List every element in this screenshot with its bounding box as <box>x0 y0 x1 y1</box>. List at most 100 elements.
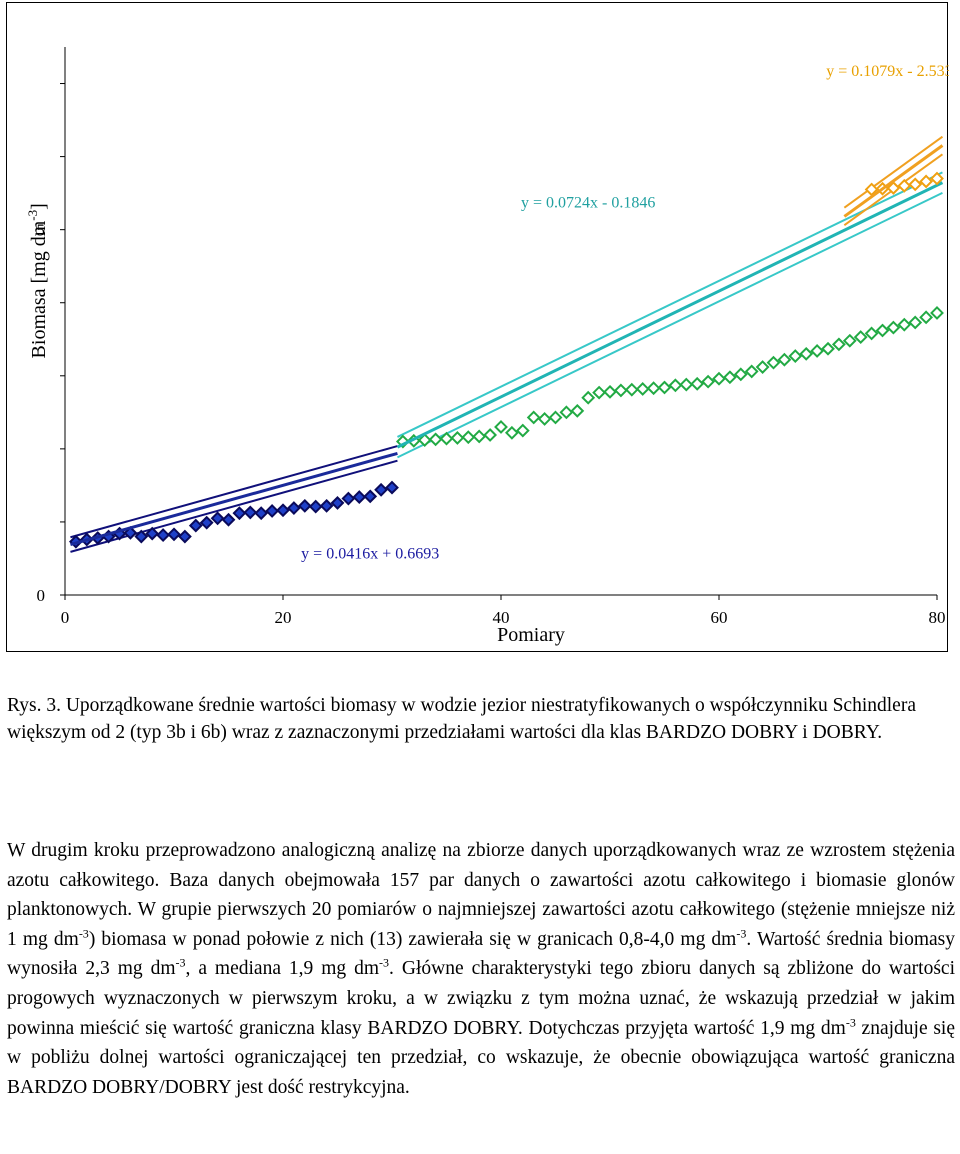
trend-line <box>70 451 398 547</box>
data-point <box>450 430 465 445</box>
x-tick-label: 60 <box>711 608 728 627</box>
x-axis-title: Pomiary <box>497 624 565 646</box>
lower-bound-line <box>397 191 943 459</box>
unit-exponent: -3 <box>175 955 186 970</box>
data-point <box>930 171 944 186</box>
trend-equation: y = 0.0724x - 0.1846 <box>521 195 655 212</box>
body-paragraph: W drugim kroku przeprowadzono analogiczn… <box>7 836 955 1102</box>
data-point <box>613 383 628 398</box>
data-point <box>886 320 901 335</box>
data-point <box>886 181 901 195</box>
upper-bound-line <box>397 171 943 438</box>
data-point <box>733 367 748 382</box>
y-tick-label: 0 <box>37 586 46 605</box>
data-point <box>875 323 890 338</box>
data-point <box>722 370 737 385</box>
chart-frame: 0 5 0 20 40 60 80 Pomiary Biomasa [mg dm-3] y = 0… <box>6 2 949 652</box>
y-tick-label: 5 <box>37 221 46 240</box>
data-point <box>690 376 705 391</box>
body-sentence-6: . Główne charakterystyki tego zbioru dan… <box>7 958 955 1039</box>
body-sentence-5: , a mediana 1,9 mg dm <box>185 958 380 980</box>
data-point <box>864 326 879 341</box>
body-sentence-1: W drugim kroku przeprowadzono analogiczn… <box>7 840 955 891</box>
data-point <box>570 403 585 418</box>
data-point <box>352 490 367 505</box>
data-point <box>504 425 519 440</box>
data-point <box>199 515 214 530</box>
data-point <box>853 330 868 344</box>
data-point <box>592 385 607 400</box>
data-point <box>810 344 825 358</box>
data-point <box>221 512 236 527</box>
data-point <box>297 498 312 513</box>
data-point <box>919 174 934 189</box>
data-point <box>167 527 181 542</box>
data-point <box>210 511 225 526</box>
x-tick-label: 0 <box>61 608 70 627</box>
data-point <box>494 420 508 434</box>
x-tick-label: 40 <box>493 608 510 627</box>
data-point <box>363 489 378 504</box>
trend-equation: y = 0.1079x - 2.5339 <box>826 63 949 80</box>
data-point <box>156 528 171 542</box>
body-sentence-4: . Wartość średnia biomasy wynosiła 2,3 m… <box>7 928 955 980</box>
data-point <box>134 529 149 544</box>
data-point <box>624 382 639 397</box>
body-sentence-3: ) biomasa w ponad połowie z nich (13) za… <box>88 928 737 950</box>
data-point <box>428 432 443 447</box>
data-point <box>417 433 432 448</box>
data-point <box>548 410 563 425</box>
data-point <box>766 355 781 370</box>
data-point <box>286 501 301 515</box>
data-point <box>581 390 596 405</box>
y-axis-title: Biomasa [mg dm-3] <box>25 203 50 358</box>
data-point <box>701 374 716 389</box>
data-point <box>385 480 399 495</box>
data-point <box>526 410 541 425</box>
data-point <box>330 496 345 510</box>
x-tick-label: 20 <box>275 608 292 627</box>
data-point <box>472 429 487 444</box>
data-point <box>515 423 530 438</box>
data-point <box>276 503 290 518</box>
data-point <box>308 499 323 514</box>
data-point <box>919 310 934 325</box>
data-point <box>254 506 269 521</box>
data-point <box>755 360 770 374</box>
data-point <box>483 428 498 442</box>
data-point <box>374 482 389 497</box>
data-point <box>821 341 835 356</box>
x-tick-label: 80 <box>929 608 946 627</box>
data-point <box>439 431 454 446</box>
upper-bound-line <box>843 135 944 209</box>
data-point <box>243 505 258 520</box>
data-point <box>930 306 944 320</box>
data-point <box>635 382 650 396</box>
trend-equation: y = 0.0416x + 0.6693 <box>301 545 439 562</box>
data-point <box>744 364 759 379</box>
data-point <box>341 491 356 506</box>
data-point <box>668 378 683 393</box>
lower-bound-line <box>70 459 398 553</box>
data-point <box>232 506 247 521</box>
unit-exponent: -3 <box>379 955 390 970</box>
data-point <box>788 349 803 363</box>
data-point <box>799 346 814 361</box>
data-point <box>177 529 192 544</box>
trend-line <box>396 181 944 449</box>
data-point <box>646 381 661 396</box>
data-point <box>908 177 923 192</box>
data-point <box>897 317 912 332</box>
data-point <box>145 526 160 541</box>
unit-exponent: -3 <box>736 926 747 941</box>
data-point <box>537 411 552 426</box>
upper-bound-line <box>70 445 398 539</box>
data-point <box>461 430 476 445</box>
figure-caption: Rys. 3. Uporządkowane średnie wartości b… <box>7 692 947 746</box>
unit-exponent: -3 <box>845 1015 856 1030</box>
body-sentence-7: znajduje się w pobliżu dolnej wartości o… <box>7 1017 956 1098</box>
caption-text: Rys. 3. Uporządkowane średnie wartości b… <box>7 695 916 743</box>
data-point <box>897 178 912 193</box>
data-point <box>712 371 726 386</box>
biomass-scatter-chart: 0 5 0 20 40 60 80 Pomiary Biomasa [mg dm-3] y = 0… <box>25 47 949 646</box>
